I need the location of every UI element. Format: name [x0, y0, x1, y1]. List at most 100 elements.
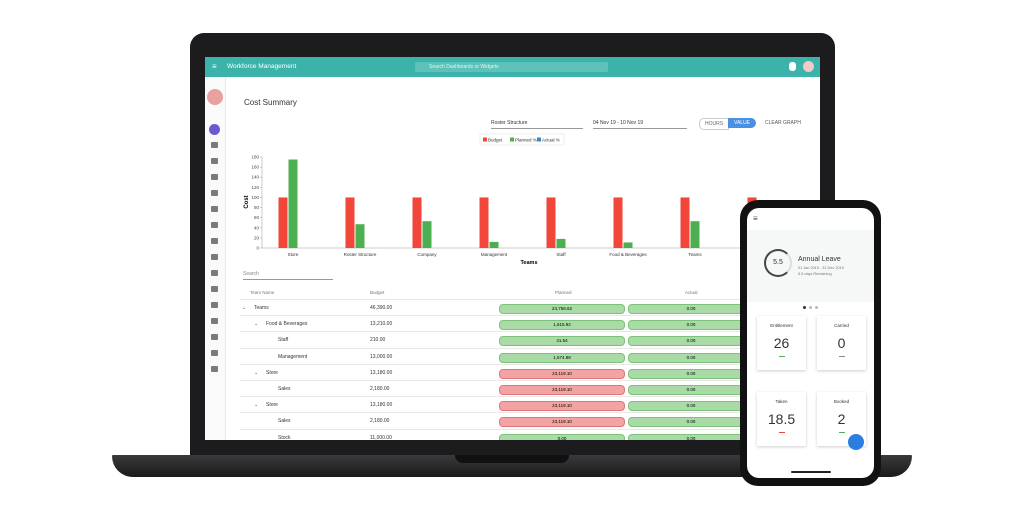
nav-icon[interactable]: [211, 158, 218, 164]
leave-card[interactable]: Entitlement 26: [757, 316, 806, 370]
nav-icon[interactable]: [211, 302, 218, 308]
bar: [345, 197, 355, 248]
table-search[interactable]: Search: [243, 271, 333, 280]
nav-icon[interactable]: [211, 334, 218, 340]
planned-pill: 1,615.92: [499, 320, 625, 331]
nav-icon[interactable]: [211, 142, 218, 148]
table-row[interactable]: Sales 2,180.00 23,119.10 0.00: [240, 412, 820, 429]
x-tick-label: Management: [481, 252, 508, 257]
team-name: Teams: [254, 305, 269, 311]
team-name: Sales: [278, 418, 291, 425]
menu-icon[interactable]: ≡: [212, 62, 217, 71]
expand-arrow[interactable]: ⌄: [254, 369, 259, 376]
leave-title: Annual Leave: [798, 256, 841, 263]
fab-button[interactable]: [848, 434, 864, 450]
notification-icon[interactable]: [789, 62, 796, 71]
legend-swatch: [537, 137, 541, 142]
column-header: Planned: [555, 290, 572, 295]
search-bar[interactable]: Search Dashboards or Widgets: [415, 62, 608, 72]
y-tick-label: 20: [254, 235, 260, 240]
nav-active[interactable]: [209, 124, 220, 135]
filter-dropdown[interactable]: Roster Structure: [491, 120, 583, 129]
nav-icon[interactable]: [211, 174, 218, 180]
x-tick-label: Food & Beverages: [609, 252, 647, 257]
page-dot[interactable]: [815, 306, 818, 309]
page-dot[interactable]: [803, 306, 806, 309]
nav-icon[interactable]: [211, 286, 218, 292]
y-axis-label: Cost: [244, 195, 250, 208]
nav-icon[interactable]: [211, 206, 218, 212]
expand-arrow[interactable]: ⌄: [254, 402, 259, 409]
bar: [680, 197, 690, 248]
search-label: Search: [243, 271, 259, 277]
menu-icon[interactable]: ≡: [753, 214, 758, 223]
budget-value: 13,180.00: [370, 402, 393, 409]
y-tick-label: 0: [256, 246, 259, 251]
card-label: Booked: [833, 399, 850, 404]
budget-value: 13,180.00: [370, 369, 393, 376]
bar: [489, 241, 499, 248]
y-tick-label: 180: [251, 155, 259, 160]
table-row[interactable]: ⌄ Store 13,180.00 23,119.10 0.00: [240, 363, 820, 381]
x-tick-label: Store: [288, 252, 299, 257]
bar: [613, 197, 623, 248]
page-dot[interactable]: [809, 306, 812, 309]
planned-pill: 23,119.10: [499, 368, 625, 379]
y-tick-label: 140: [251, 175, 259, 180]
phone-screen: ≡ 5.5 Annual Leave 01 Jan 2019 - 31 Dec …: [747, 208, 874, 478]
budget-value: 11,000.00: [370, 434, 392, 440]
legend-swatch: [483, 137, 487, 142]
budget-value: 13,210.00: [370, 321, 393, 328]
bar: [355, 224, 365, 248]
expand-arrow[interactable]: ⌄: [254, 321, 259, 328]
table-row[interactable]: ⌄ Store 13,180.00 23,119.10 0.00: [240, 396, 820, 413]
y-tick-label: 120: [251, 185, 259, 190]
nav-icon[interactable]: [211, 270, 218, 276]
team-name: Sales: [278, 386, 291, 392]
nav-icon[interactable]: [211, 222, 218, 228]
table-row[interactable]: Staff 210.00 41.54 0.00: [240, 331, 820, 348]
leave-remaining: 5.5 days Remaining: [798, 272, 832, 276]
card-accent: [778, 432, 785, 433]
bar: [479, 197, 489, 248]
card-accent: [778, 356, 785, 357]
y-tick-label: 100: [251, 195, 259, 200]
y-tick-label: 160: [251, 165, 259, 170]
expand-arrow[interactable]: ⌄: [242, 305, 247, 311]
clear-graph[interactable]: CLEAR GRAPH: [765, 120, 801, 126]
date-picker[interactable]: 04 Nov 19 - 10 Nov 19: [593, 120, 687, 129]
nav-icon[interactable]: [211, 238, 218, 244]
nav-icon[interactable]: [211, 318, 218, 324]
table-row[interactable]: Management 13,000.00 1,574.88 0.00: [240, 347, 820, 365]
app-title[interactable]: Workforce Management: [227, 63, 297, 70]
card-label: Taken: [775, 399, 788, 404]
nav-icon[interactable]: [211, 190, 218, 196]
toggle-value[interactable]: VALUE: [728, 118, 756, 128]
avatar[interactable]: [803, 61, 814, 72]
team-name: Management: [278, 353, 308, 360]
bar: [412, 197, 422, 248]
planned-pill: 23,119.10: [499, 385, 625, 395]
team-name: Stock: [278, 434, 291, 440]
table-row[interactable]: ⌄ Teams 46,390.00 24,758.62 0.00: [240, 299, 820, 316]
bar: [278, 197, 288, 248]
card-label: Carried: [834, 323, 849, 328]
y-tick-label: 60: [254, 215, 260, 220]
laptop-base: [112, 455, 912, 477]
leave-card[interactable]: Taken 18.5: [757, 392, 806, 446]
card-value: 18.5: [767, 411, 796, 427]
nav-icon[interactable]: [211, 350, 218, 356]
bar: [623, 242, 633, 248]
leave-card[interactable]: Carried 0: [817, 316, 866, 370]
y-tick-label: 40: [254, 225, 260, 230]
nav-icon[interactable]: [211, 366, 218, 372]
nav-icon[interactable]: [211, 254, 218, 260]
card-accent: [838, 432, 845, 433]
table-row[interactable]: Stock 11,000.00 0.00 0.00: [240, 428, 820, 440]
table-row[interactable]: ⌄ Food & Beverages 13,210.00 1,615.92 0.00: [240, 315, 820, 332]
table-row[interactable]: Sales 2,180.00 23,119.10 0.00: [240, 380, 820, 397]
budget-value: 13,000.00: [370, 353, 393, 360]
home-indicator: [791, 471, 831, 473]
team-name: Store: [266, 369, 278, 376]
